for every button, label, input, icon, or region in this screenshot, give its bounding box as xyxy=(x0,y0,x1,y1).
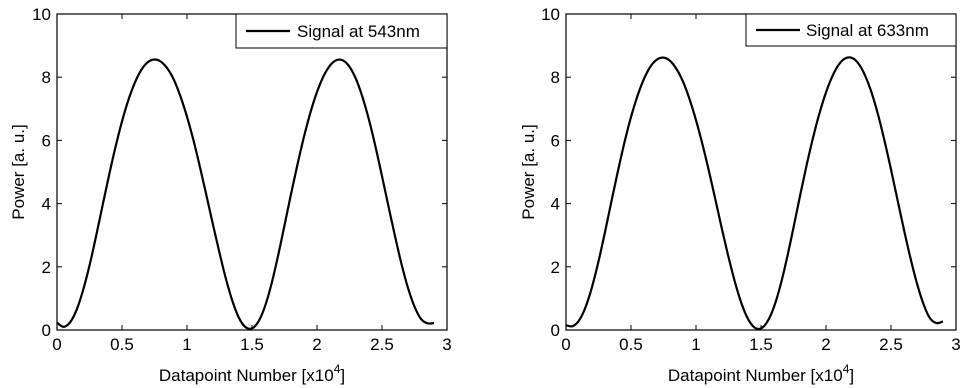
y-tick-label: 2 xyxy=(551,258,560,277)
x-axis-label-exponent: 4 xyxy=(843,362,850,376)
y-tick-label: 10 xyxy=(32,5,51,24)
x-tick-label: 1 xyxy=(182,335,191,354)
legend: Signal at 543nm xyxy=(235,13,448,49)
x-axis-label-main: Datapoint Number [x10 xyxy=(668,366,843,385)
x-tick-label: 3 xyxy=(951,335,960,354)
legend: Signal at 633nm xyxy=(745,13,957,47)
x-axis-label: Datapoint Number [x104] xyxy=(668,362,854,385)
plot-area xyxy=(565,13,957,331)
x-tick-label: 2 xyxy=(821,335,830,354)
x-tick-label: 3 xyxy=(442,335,451,354)
x-axis-label-exponent: 4 xyxy=(334,362,341,376)
x-axis-label-main: Datapoint Number [x10 xyxy=(159,366,334,385)
x-tick-label: 2.5 xyxy=(370,335,394,354)
x-tick-label: 2.5 xyxy=(879,335,903,354)
y-tick-label: 6 xyxy=(42,131,51,150)
y-tick-label: 0 xyxy=(551,321,560,340)
y-tick-label: 4 xyxy=(551,195,560,214)
x-axis-label: Datapoint Number [x104] xyxy=(159,362,345,385)
series-line-signal-543nm xyxy=(56,58,435,330)
x-tick-label: 2 xyxy=(312,335,321,354)
x-tick-label: 1.5 xyxy=(749,335,773,354)
y-axis-label: Power [a. u.] xyxy=(519,124,538,219)
y-tick-label: 8 xyxy=(42,68,51,87)
y-tick-label: 0 xyxy=(42,321,51,340)
x-tick-label: 1 xyxy=(691,335,700,354)
y-ticks: 0 2 4 6 8 10 xyxy=(541,5,956,340)
x-tick-label: 1.5 xyxy=(240,335,264,354)
y-axis-label: Power [a. u.] xyxy=(9,124,28,219)
x-ticks: 0 0.5 1 1.5 2 2.5 3 xyxy=(52,14,452,354)
x-axis-label-close: ] xyxy=(849,366,854,385)
x-tick-label: 0.5 xyxy=(619,335,643,354)
y-ticks: 0 2 4 6 8 10 xyxy=(32,5,447,340)
y-tick-label: 6 xyxy=(551,131,560,150)
y-tick-label: 2 xyxy=(42,258,51,277)
y-tick-label: 10 xyxy=(541,5,560,24)
x-tick-label: 0 xyxy=(52,335,61,354)
x-tick-label: 0.5 xyxy=(110,335,134,354)
y-tick-label: 4 xyxy=(42,195,51,214)
legend-entry-label: Signal at 543nm xyxy=(297,22,420,41)
x-ticks: 0 0.5 1 1.5 2 2.5 3 xyxy=(561,14,961,354)
y-tick-label: 8 xyxy=(551,68,560,87)
plot-area xyxy=(56,13,448,331)
x-axis-label-close: ] xyxy=(340,366,345,385)
x-tick-label: 0 xyxy=(561,335,570,354)
series-line-signal-633nm xyxy=(565,56,944,331)
legend-entry-label: Signal at 633nm xyxy=(806,21,929,40)
